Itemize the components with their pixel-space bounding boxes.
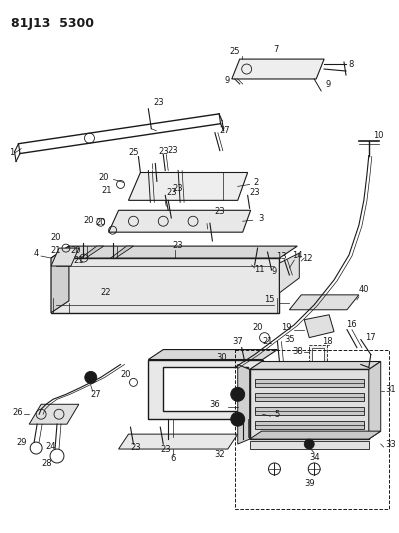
- Bar: [309, 345, 327, 369]
- Text: 23: 23: [167, 188, 178, 197]
- Text: 35: 35: [284, 335, 295, 344]
- Polygon shape: [119, 434, 238, 449]
- Polygon shape: [51, 246, 69, 313]
- Text: 3: 3: [258, 214, 263, 223]
- Text: 9: 9: [224, 76, 229, 85]
- Text: 21: 21: [73, 255, 84, 264]
- Text: 31: 31: [385, 385, 396, 394]
- Bar: [51, 258, 279, 313]
- Text: 18: 18: [322, 337, 332, 346]
- Text: 20: 20: [95, 218, 106, 227]
- Polygon shape: [369, 361, 381, 439]
- Bar: [163, 367, 248, 411]
- Text: 23: 23: [130, 442, 141, 451]
- Bar: [255, 421, 364, 429]
- Text: 4: 4: [34, 248, 39, 257]
- Circle shape: [231, 387, 245, 401]
- Text: 21: 21: [262, 337, 273, 346]
- Bar: [255, 393, 364, 401]
- Bar: [312, 348, 324, 367]
- Text: 20: 20: [71, 246, 81, 255]
- Polygon shape: [109, 211, 251, 232]
- Text: 2: 2: [253, 178, 258, 187]
- Polygon shape: [304, 315, 334, 337]
- Bar: [148, 360, 263, 419]
- Text: 33: 33: [385, 440, 396, 449]
- Text: 22: 22: [101, 288, 111, 297]
- Text: 20: 20: [99, 173, 109, 182]
- Text: 81J13  5300: 81J13 5300: [11, 17, 94, 30]
- Text: 20: 20: [51, 232, 61, 241]
- Text: 34: 34: [309, 453, 320, 462]
- Text: 32: 32: [215, 449, 225, 458]
- Text: 19: 19: [281, 323, 292, 332]
- Text: 29: 29: [16, 438, 26, 447]
- Bar: [250, 369, 369, 439]
- Text: 39: 39: [304, 479, 314, 488]
- Text: 1: 1: [9, 148, 14, 157]
- Bar: [235, 350, 389, 508]
- Text: 23: 23: [215, 207, 225, 216]
- Text: 37: 37: [232, 337, 243, 346]
- Polygon shape: [289, 295, 359, 310]
- Polygon shape: [128, 173, 248, 200]
- Bar: [250, 441, 369, 449]
- Text: 23: 23: [168, 146, 178, 155]
- Text: 23: 23: [153, 99, 164, 107]
- Text: 28: 28: [42, 459, 52, 469]
- Text: 8: 8: [348, 60, 354, 69]
- Text: 27: 27: [219, 126, 230, 135]
- Polygon shape: [250, 431, 381, 439]
- Text: 11: 11: [254, 265, 265, 274]
- Text: 23: 23: [173, 184, 184, 193]
- Text: 30: 30: [217, 353, 227, 362]
- Polygon shape: [111, 246, 133, 258]
- Text: 9: 9: [272, 268, 277, 277]
- Text: 7: 7: [274, 45, 279, 54]
- Text: 27: 27: [91, 390, 101, 399]
- Text: 23: 23: [160, 445, 170, 454]
- Circle shape: [304, 439, 314, 449]
- Text: 25: 25: [229, 46, 240, 55]
- Bar: [255, 379, 364, 387]
- Text: 14: 14: [292, 251, 302, 260]
- Text: 9: 9: [326, 80, 331, 90]
- Polygon shape: [232, 59, 324, 79]
- Text: 15: 15: [264, 295, 275, 304]
- Text: 21: 21: [101, 186, 112, 195]
- Text: 36: 36: [209, 400, 220, 409]
- Bar: [255, 407, 364, 415]
- Polygon shape: [51, 246, 297, 258]
- Text: 5: 5: [275, 410, 280, 419]
- Text: 24: 24: [46, 441, 56, 450]
- Text: 21: 21: [51, 246, 61, 255]
- Text: 16: 16: [346, 320, 356, 329]
- Circle shape: [231, 412, 245, 426]
- Text: 10: 10: [373, 131, 384, 140]
- Polygon shape: [148, 350, 277, 360]
- Polygon shape: [51, 248, 79, 266]
- Polygon shape: [279, 253, 299, 293]
- Text: 17: 17: [365, 333, 376, 342]
- Text: 38: 38: [292, 347, 303, 356]
- Text: 6: 6: [170, 455, 176, 464]
- Polygon shape: [250, 361, 381, 369]
- Text: 23: 23: [249, 188, 260, 197]
- Text: 20: 20: [120, 370, 131, 379]
- Text: 26: 26: [12, 408, 23, 417]
- Polygon shape: [29, 404, 79, 424]
- Text: 20: 20: [252, 323, 263, 332]
- Text: 23: 23: [173, 240, 184, 249]
- Text: 40: 40: [359, 285, 369, 294]
- Text: 25: 25: [128, 148, 139, 157]
- Polygon shape: [81, 246, 104, 258]
- Circle shape: [85, 372, 97, 383]
- Text: 20: 20: [83, 216, 94, 225]
- Text: 23: 23: [158, 147, 168, 156]
- Text: 13: 13: [276, 252, 287, 261]
- Text: 12: 12: [302, 254, 312, 263]
- Polygon shape: [238, 365, 250, 444]
